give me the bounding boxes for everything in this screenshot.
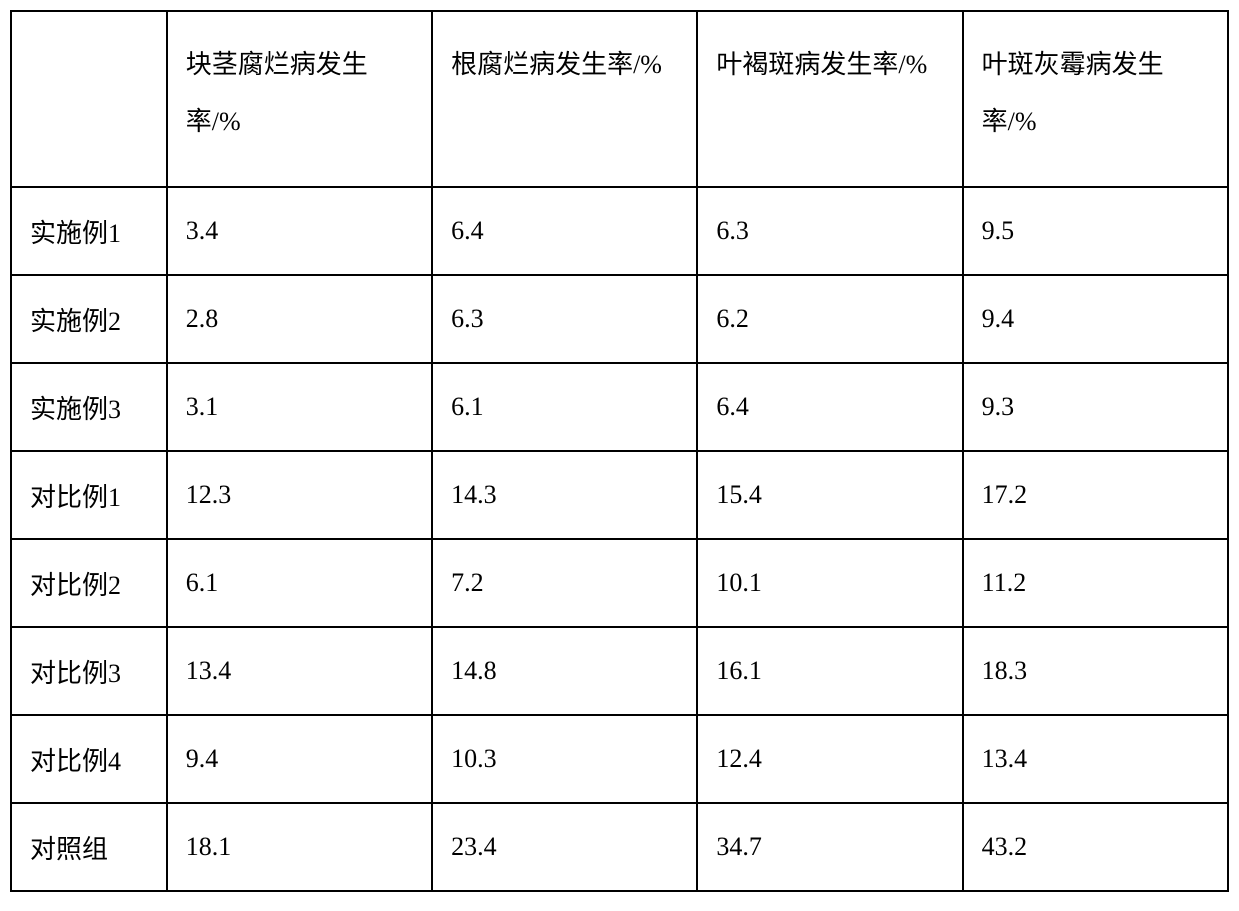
disease-rate-table: 块茎腐烂病发生率/% 根腐烂病发生率/% 叶褐斑病发生率/% 叶斑灰霉病发生率/… xyxy=(10,10,1229,892)
cell-value: 9.4 xyxy=(963,275,1228,363)
cell-value: 14.8 xyxy=(432,627,697,715)
cell-value: 6.2 xyxy=(697,275,962,363)
header-cell-leaf-brown-spot: 叶褐斑病发生率/% xyxy=(697,11,962,187)
cell-value: 16.1 xyxy=(697,627,962,715)
cell-value: 34.7 xyxy=(697,803,962,891)
table-row: 实施例2 2.8 6.3 6.2 9.4 xyxy=(11,275,1228,363)
cell-value: 18.1 xyxy=(167,803,432,891)
cell-value: 43.2 xyxy=(963,803,1228,891)
cell-value: 6.4 xyxy=(697,363,962,451)
row-label: 对比例2 xyxy=(11,539,167,627)
table-row: 对比例3 13.4 14.8 16.1 18.3 xyxy=(11,627,1228,715)
header-label-4: 叶斑灰霉病发生率/% xyxy=(982,36,1209,150)
cell-value: 18.3 xyxy=(963,627,1228,715)
row-label: 对比例3 xyxy=(11,627,167,715)
cell-value: 10.3 xyxy=(432,715,697,803)
cell-value: 6.1 xyxy=(167,539,432,627)
cell-value: 3.1 xyxy=(167,363,432,451)
cell-value: 9.3 xyxy=(963,363,1228,451)
header-cell-leaf-gray-mold: 叶斑灰霉病发生率/% xyxy=(963,11,1228,187)
row-label: 对照组 xyxy=(11,803,167,891)
cell-value: 9.4 xyxy=(167,715,432,803)
cell-value: 6.4 xyxy=(432,187,697,275)
header-cell-root-rot: 根腐烂病发生率/% xyxy=(432,11,697,187)
header-label-1: 块茎腐烂病发生率/% xyxy=(186,36,413,150)
header-cell-tuber-rot: 块茎腐烂病发生率/% xyxy=(167,11,432,187)
cell-value: 11.2 xyxy=(963,539,1228,627)
row-label: 实施例2 xyxy=(11,275,167,363)
cell-value: 14.3 xyxy=(432,451,697,539)
table-row: 实施例1 3.4 6.4 6.3 9.5 xyxy=(11,187,1228,275)
cell-value: 13.4 xyxy=(963,715,1228,803)
cell-value: 7.2 xyxy=(432,539,697,627)
cell-value: 3.4 xyxy=(167,187,432,275)
table-row: 实施例3 3.1 6.1 6.4 9.3 xyxy=(11,363,1228,451)
cell-value: 12.4 xyxy=(697,715,962,803)
table-row: 对比例1 12.3 14.3 15.4 17.2 xyxy=(11,451,1228,539)
cell-value: 15.4 xyxy=(697,451,962,539)
header-cell-empty xyxy=(11,11,167,187)
table-row: 对比例4 9.4 10.3 12.4 13.4 xyxy=(11,715,1228,803)
cell-value: 17.2 xyxy=(963,451,1228,539)
cell-value: 6.1 xyxy=(432,363,697,451)
row-label: 实施例1 xyxy=(11,187,167,275)
row-label: 实施例3 xyxy=(11,363,167,451)
cell-value: 2.8 xyxy=(167,275,432,363)
cell-value: 6.3 xyxy=(697,187,962,275)
header-label-2: 根腐烂病发生率/% xyxy=(451,36,678,93)
table-header-row: 块茎腐烂病发生率/% 根腐烂病发生率/% 叶褐斑病发生率/% 叶斑灰霉病发生率/… xyxy=(11,11,1228,187)
table-row: 对比例2 6.1 7.2 10.1 11.2 xyxy=(11,539,1228,627)
row-label: 对比例1 xyxy=(11,451,167,539)
header-label-3: 叶褐斑病发生率/% xyxy=(716,36,943,93)
cell-value: 23.4 xyxy=(432,803,697,891)
cell-value: 10.1 xyxy=(697,539,962,627)
table-row: 对照组 18.1 23.4 34.7 43.2 xyxy=(11,803,1228,891)
data-table-container: 块茎腐烂病发生率/% 根腐烂病发生率/% 叶褐斑病发生率/% 叶斑灰霉病发生率/… xyxy=(10,10,1229,892)
cell-value: 12.3 xyxy=(167,451,432,539)
row-label: 对比例4 xyxy=(11,715,167,803)
cell-value: 13.4 xyxy=(167,627,432,715)
cell-value: 6.3 xyxy=(432,275,697,363)
cell-value: 9.5 xyxy=(963,187,1228,275)
